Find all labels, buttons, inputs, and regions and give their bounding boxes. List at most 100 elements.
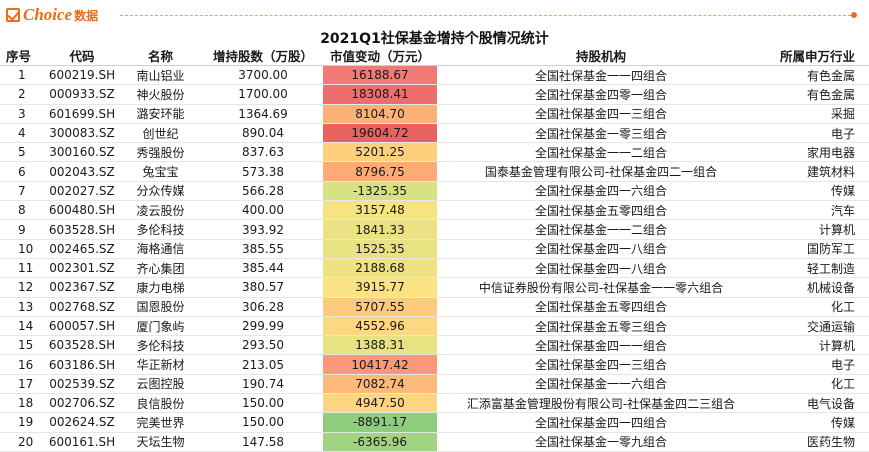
holding-org-cell: 全国社保基金五零三组合 — [437, 316, 765, 337]
row-index-cell: 2 — [0, 84, 46, 105]
col-header-org: 持股机构 — [437, 46, 765, 66]
holding-org-cell: 全国社保基金一一二组合 — [437, 142, 765, 163]
shares-added-cell: 837.63 — [203, 142, 323, 163]
shares-added-cell: 380.57 — [203, 277, 323, 298]
shares-added-cell: 393.92 — [203, 219, 323, 240]
shares-added-cell: 1700.00 — [203, 84, 323, 105]
value-change-cell: -8891.17 — [323, 412, 437, 433]
industry-cell: 化工 — [765, 297, 869, 317]
holding-org-cell: 中信证券股份有限公司-社保基金一一零六组合 — [437, 277, 765, 298]
value-change-cell: 16188.67 — [323, 65, 437, 86]
shares-added-cell: 190.74 — [203, 374, 323, 395]
stock-code-cell: 600161.SH — [46, 432, 118, 452]
table-row: 17 002539.SZ 云图控股 190.74 7082.74 全国社保基金一一六组合化… — [0, 374, 869, 395]
row-index-cell: 4 — [0, 123, 46, 144]
stock-code-cell: 002043.SZ — [46, 161, 118, 182]
row-index-cell: 10 — [0, 239, 46, 259]
value-change-cell: 10417.42 — [323, 354, 437, 375]
row-index-cell: 8 — [0, 200, 46, 221]
table-row: 8 600480.SH 凌云股份 400.00 3157.48 全国社保基金五零四组合 汽车 — [0, 200, 869, 221]
stock-code-cell: 300160.SZ — [46, 142, 118, 163]
stock-name-cell: 华正新材 — [118, 354, 203, 375]
stock-name-cell: 多伦科技 — [118, 219, 203, 240]
shares-added-cell: 890.04 — [203, 123, 323, 144]
table-row: 3 601699.SH 潞安环能 1364.69 8104.70 全国社保基金四一三组合采… — [0, 104, 869, 124]
stock-name-cell: 国恩股份 — [118, 297, 203, 317]
value-change-cell: 1388.31 — [323, 335, 437, 356]
stock-name-cell: 天坛生物 — [118, 432, 203, 452]
table-title: 2021Q1社保基金增持个股情况统计 — [320, 31, 549, 47]
col-header-shares: 增持股数（万股） — [203, 46, 323, 66]
row-index-cell: 13 — [0, 297, 46, 317]
stock-code-cell: 002624.SZ — [46, 412, 118, 433]
value-change-cell: -1325.35 — [323, 181, 437, 202]
shares-added-cell: 150.00 — [203, 412, 323, 433]
holding-org-cell: 汇添富基金管理股份有限公司-社保基金四二三组合 — [437, 393, 765, 414]
stock-code-cell: 600219.SH — [46, 65, 118, 86]
row-index-cell: 15 — [0, 335, 46, 356]
table-row: 1 600219.SH 南山铝业 3700.00 16188.67 全国社保基金一一四组合… — [0, 65, 869, 86]
holding-org-cell: 全国社保基金四一八组合 — [437, 239, 765, 259]
shares-added-cell: 147.58 — [203, 432, 323, 452]
table-row: 14 600057.SH 厦门象屿 299.99 4552.96 全国社保基金五零三组合交… — [0, 316, 869, 337]
row-index-cell: 19 — [0, 412, 46, 433]
industry-cell: 计算机 — [765, 219, 869, 240]
table-row: 15 603528.SH 多伦科技 293.50 1388.31 全国社保基金四一一组合计… — [0, 335, 869, 356]
shares-added-cell: 385.55 — [203, 239, 323, 259]
shares-added-cell: 293.50 — [203, 335, 323, 356]
value-change-cell: 18308.41 — [323, 84, 437, 105]
industry-cell: 有色金属 — [765, 65, 869, 86]
shares-added-cell: 385.44 — [203, 258, 323, 279]
row-index-cell: 5 — [0, 142, 46, 163]
industry-cell: 医药生物 — [765, 432, 869, 452]
stock-name-cell: 厦门象屿 — [118, 316, 203, 337]
stock-name-cell: 神火股份 — [118, 84, 203, 105]
stock-code-cell: 603186.SH — [46, 354, 118, 375]
stock-code-cell: 300083.SZ — [46, 123, 118, 144]
table-body: 1 600219.SH 南山铝业 3700.00 16188.67 全国社保基金一一四组合… — [0, 65, 869, 452]
holding-org-cell: 全国社保基金四一四组合 — [437, 412, 765, 433]
header-row: 序号 代码 名称 增持股数（万股） 市值变动（万元） 持股机构 所属申万行业 — [0, 46, 869, 66]
holding-org-cell: 全国社保基金四一六组合 — [437, 181, 765, 202]
brand-sub: 数据 — [74, 8, 99, 23]
row-index-cell: 1 — [0, 65, 46, 86]
value-change-cell: 1525.35 — [323, 239, 437, 259]
stock-name-cell: 兔宝宝 — [118, 161, 203, 182]
holding-org-cell: 全国社保基金四一八组合 — [437, 258, 765, 279]
holding-org-cell: 全国社保基金四一三组合 — [437, 354, 765, 375]
stock-code-cell: 002367.SZ — [46, 277, 118, 298]
row-index-cell: 11 — [0, 258, 46, 279]
table-row: 5 300160.SZ 秀强股份 837.63 5201.25 全国社保基金一一二组合 家用… — [0, 142, 869, 163]
row-index-cell: 9 — [0, 219, 46, 240]
header-divider — [120, 15, 851, 16]
holding-org-cell: 全国社保基金四一三组合 — [437, 104, 765, 124]
industry-cell: 计算机 — [765, 335, 869, 356]
holding-org-cell: 全国社保基金一一四组合 — [437, 65, 765, 86]
row-index-cell: 16 — [0, 354, 46, 375]
row-index-cell: 14 — [0, 316, 46, 337]
table-row: 18 002706.SZ 良信股份 150.00 4947.50 汇添富基金管理股份有限公… — [0, 393, 869, 414]
industry-cell: 轻工制造 — [765, 258, 869, 279]
value-change-cell: 8796.75 — [323, 161, 437, 182]
holding-org-cell: 全国社保基金四零一组合 — [437, 84, 765, 105]
holding-org-cell: 全国社保基金一一六组合 — [437, 374, 765, 395]
holding-org-cell: 全国社保基金一一二组合 — [437, 219, 765, 240]
shares-added-cell: 573.38 — [203, 161, 323, 182]
stock-name-cell: 秀强股份 — [118, 142, 203, 163]
shares-added-cell: 299.99 — [203, 316, 323, 337]
stock-name-cell: 康力电梯 — [118, 277, 203, 298]
table-row: 16 603186.SH 华正新材 213.05 10417.42 全国社保基金四一三组合… — [0, 354, 869, 375]
value-change-cell: 3157.48 — [323, 200, 437, 221]
stock-name-cell: 创世纪 — [118, 123, 203, 144]
col-header-name: 名称 — [118, 46, 203, 66]
stock-code-cell: 603528.SH — [46, 219, 118, 240]
value-change-cell: 4552.96 — [323, 316, 437, 337]
value-change-cell: 7082.74 — [323, 374, 437, 395]
table-row: 2 000933.SZ 神火股份 1700.00 18308.41 全国社保基金四零一组合… — [0, 84, 869, 105]
row-index-cell: 18 — [0, 393, 46, 414]
table-row: 4 300083.SZ 创世纪 890.04 19604.72 全国社保基金一零三组合 电子 — [0, 123, 869, 144]
holding-org-cell: 国泰基金管理有限公司-社保基金四二一组合 — [437, 161, 765, 182]
holding-org-cell: 全国社保基金四一一组合 — [437, 335, 765, 356]
industry-cell: 化工 — [765, 374, 869, 395]
stock-code-cell: 002539.SZ — [46, 374, 118, 395]
